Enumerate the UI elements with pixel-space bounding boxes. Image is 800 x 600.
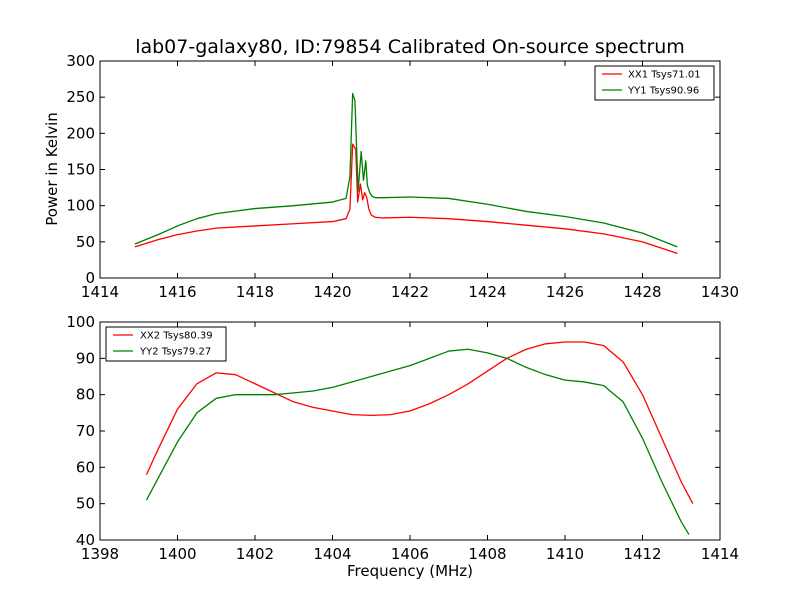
bottom-legend: XX2 Tsys80.39 YY2 Tsys79.27	[105, 326, 227, 362]
top-x-tick-label: 1428	[623, 283, 661, 301]
top-legend-box	[594, 65, 715, 101]
bottom-x-tick-label: 1410	[546, 545, 584, 563]
top-x-tick-label: 1416	[158, 283, 196, 301]
top-y-tick-label: 100	[66, 197, 95, 215]
bottom-plot-ticks: 1398 1400 1402 1404 1406 1408 1410 1412 1414 40 50…	[66, 313, 739, 563]
bottom-series-line-2	[145, 348, 690, 535]
bottom-y-tick-label: 80	[76, 386, 95, 404]
top-x-tick-label: 1426	[546, 283, 584, 301]
legend-label-xx2: XX2 Tsys80.39	[140, 331, 213, 342]
bottom-x-tick-label: 1412	[623, 545, 661, 563]
top-y-axis-label: Power in Kelvin	[43, 112, 61, 226]
bottom-y-tick-label: 40	[76, 531, 95, 549]
bottom-legend-box	[105, 326, 227, 362]
bottom-x-tick-label: 1400	[158, 545, 196, 563]
bottom-x-tick-label: 1398	[81, 545, 119, 563]
top-plot-ticks: 1414 1416 1418 1420 1422 1424 1426 1428 1430 0 50 1…	[66, 52, 739, 301]
bottom-x-axis-label: Frequency (MHz)	[347, 562, 473, 580]
bottom-y-tick-label: 60	[76, 458, 95, 476]
bottom-y-tick-label: 90	[76, 349, 95, 367]
bottom-series-line-1	[145, 341, 694, 504]
legend-label-yy2: YY2 Tsys79.27	[139, 347, 211, 358]
top-plot: Power in Kelvin 1414 1416 1418 1420 1422 1424…	[43, 52, 739, 301]
top-plot-lines	[134, 92, 678, 255]
top-y-tick-label: 250	[66, 88, 95, 106]
top-y-tick-label: 50	[76, 233, 95, 251]
top-y-tick-label: 200	[66, 124, 95, 142]
top-x-tick-label: 1430	[701, 283, 739, 301]
top-x-tick-label: 1422	[391, 283, 429, 301]
bottom-x-tick-label: 1414	[701, 545, 739, 563]
bottom-x-tick-label: 1402	[236, 545, 274, 563]
top-x-tick-label: 1420	[313, 283, 351, 301]
bottom-x-tick-label: 1406	[391, 545, 429, 563]
legend-label-yy1: YY1 Tsys90.96	[627, 86, 699, 97]
top-x-tick-label: 1414	[81, 283, 119, 301]
top-x-tick-label: 1418	[236, 283, 274, 301]
bottom-plot: Frequency (MHz) 1398 1400 1402 1404 1406 1408…	[66, 313, 739, 580]
top-x-tick-label: 1424	[468, 283, 506, 301]
top-y-tick-label: 150	[66, 161, 95, 179]
legend-label-xx1: XX1 Tsys71.01	[628, 70, 701, 81]
top-y-tick-label: 0	[85, 269, 95, 287]
bottom-plot-lines	[145, 341, 694, 535]
bottom-x-tick-label: 1404	[313, 545, 351, 563]
figure-title: lab07-galaxy80, ID:79854 Calibrated On-s…	[135, 36, 685, 58]
bottom-x-tick-label: 1408	[468, 545, 506, 563]
bottom-y-tick-label: 100	[66, 313, 95, 331]
top-series-line-2	[134, 92, 678, 248]
top-y-tick-label: 300	[66, 52, 95, 70]
top-legend: XX1 Tsys71.01 YY1 Tsys90.96	[594, 65, 715, 101]
bottom-y-tick-label: 50	[76, 495, 95, 513]
bottom-y-tick-label: 70	[76, 422, 95, 440]
top-series-line-1	[134, 143, 678, 255]
